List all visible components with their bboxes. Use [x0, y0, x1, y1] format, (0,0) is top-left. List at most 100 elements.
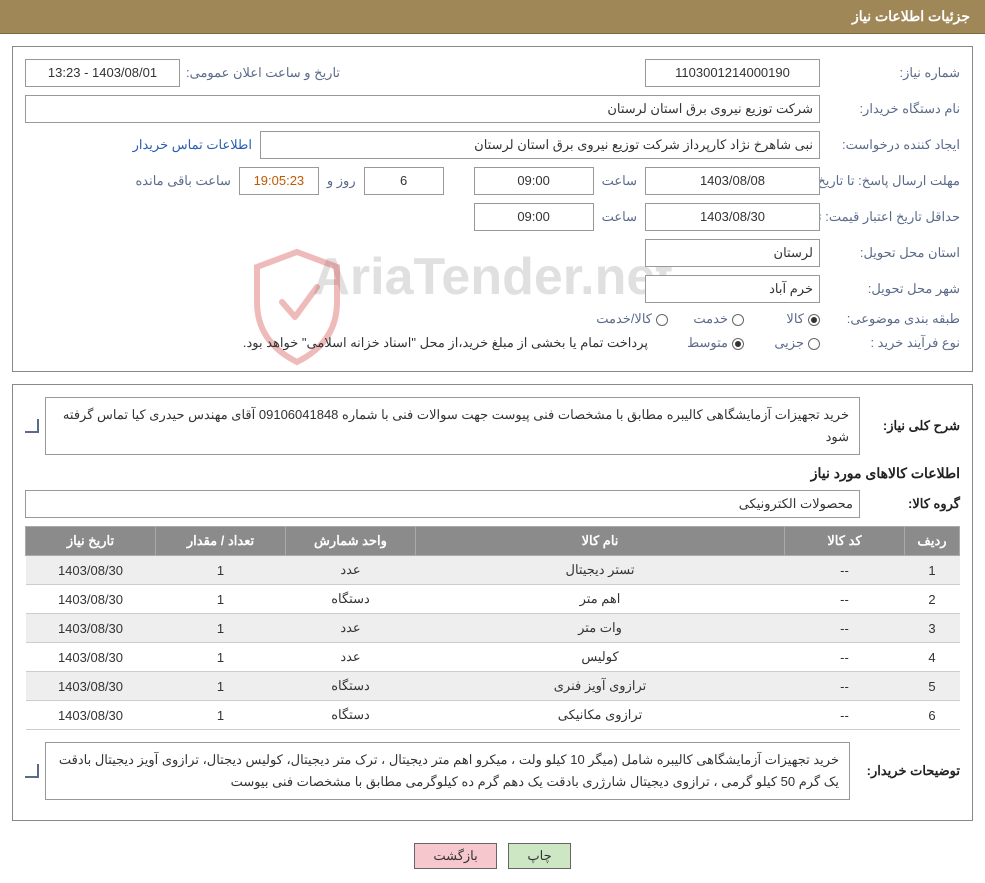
- city-label: شهر محل تحویل:: [820, 281, 960, 297]
- buyer-note-label: توضیحات خریدار:: [850, 763, 960, 779]
- buyer-note-value: خرید تجهیزات آزمایشگاهی کالیبره شامل (می…: [45, 742, 850, 800]
- back-button[interactable]: بازگشت: [414, 843, 496, 869]
- requester-value: نبی شاهرخ نژاد کارپرداز شرکت توزیع نیروی…: [260, 131, 820, 159]
- province-value: لرستان: [645, 239, 820, 267]
- validity-time: 09:00: [474, 203, 594, 231]
- table-cell: 4: [905, 643, 960, 672]
- table-cell: ترازوی مکانیکی: [416, 701, 785, 730]
- table-cell: 1403/08/30: [26, 672, 156, 701]
- table-cell: 1: [156, 585, 286, 614]
- table-row: 6--ترازوی مکانیکیدستگاه11403/08/30: [26, 701, 960, 730]
- buyer-value: شرکت توزیع نیروی برق استان لرستان: [25, 95, 820, 123]
- summary-label: شرح کلی نیاز:: [860, 418, 960, 434]
- contact-link[interactable]: اطلاعات تماس خریدار: [133, 137, 260, 153]
- countdown-value: 19:05:23: [239, 167, 319, 195]
- time-label-2: ساعت: [594, 209, 645, 225]
- response-deadline-label: مهلت ارسال پاسخ: تا تاریخ:: [820, 173, 960, 190]
- table-cell: --: [785, 585, 905, 614]
- table-cell: 1: [156, 614, 286, 643]
- table-cell: 5: [905, 672, 960, 701]
- process-label: نوع فرآیند خرید :: [820, 335, 960, 351]
- table-cell: ترازوی آویز فنری: [416, 672, 785, 701]
- table-cell: عدد: [286, 556, 416, 585]
- need-no-label: شماره نیاز:: [820, 65, 960, 81]
- page-header: جزئیات اطلاعات نیاز: [0, 0, 985, 34]
- radio-goods-label: کالا: [744, 311, 804, 327]
- table-cell: 1403/08/30: [26, 643, 156, 672]
- need-no-value: 1103001214000190: [645, 59, 820, 87]
- radio-service[interactable]: [728, 312, 744, 327]
- details-panel: شرح کلی نیاز: خرید تجهیزات آزمایشگاهی کا…: [12, 384, 973, 821]
- resize-icon: [25, 419, 39, 433]
- th-unit: واحد شمارش: [286, 527, 416, 556]
- group-value: محصولات الکترونیکی: [25, 490, 860, 518]
- resize-icon-2: [25, 764, 39, 778]
- radio-both-label: کالا/خدمت: [590, 311, 652, 327]
- table-cell: کولیس: [416, 643, 785, 672]
- th-code: کد کالا: [785, 527, 905, 556]
- radio-service-label: خدمت: [668, 311, 728, 327]
- radio-medium[interactable]: [728, 336, 744, 351]
- print-button[interactable]: چاپ: [508, 843, 570, 869]
- province-label: استان محل تحویل:: [820, 245, 960, 261]
- category-label: طبقه بندی موضوعی:: [820, 311, 960, 327]
- response-date: 1403/08/08: [645, 167, 820, 195]
- table-cell: وات متر: [416, 614, 785, 643]
- table-cell: --: [785, 643, 905, 672]
- table-cell: 1: [156, 701, 286, 730]
- city-value: خرم آباد: [645, 275, 820, 303]
- table-row: 1--تستر دیجیتالعدد11403/08/30: [26, 556, 960, 585]
- announce-value: 1403/08/01 - 13:23: [25, 59, 180, 87]
- table-cell: عدد: [286, 643, 416, 672]
- items-title: اطلاعات کالاهای مورد نیاز: [25, 465, 960, 482]
- table-cell: --: [785, 672, 905, 701]
- radio-medium-label: متوسط: [658, 335, 728, 351]
- days-value: 6: [364, 167, 444, 195]
- table-row: 4--کولیسعدد11403/08/30: [26, 643, 960, 672]
- time-label-1: ساعت: [594, 173, 645, 189]
- table-cell: --: [785, 614, 905, 643]
- th-date: تاریخ نیاز: [26, 527, 156, 556]
- days-label: روز و: [319, 173, 364, 189]
- table-cell: 3: [905, 614, 960, 643]
- table-row: 5--ترازوی آویز فنریدستگاه11403/08/30: [26, 672, 960, 701]
- response-time: 09:00: [474, 167, 594, 195]
- table-cell: دستگاه: [286, 701, 416, 730]
- group-label: گروه کالا:: [860, 496, 960, 512]
- radio-goods[interactable]: [804, 312, 820, 327]
- process-note: پرداخت تمام یا بخشی از مبلغ خرید،از محل …: [243, 335, 658, 351]
- announce-label: تاریخ و ساعت اعلان عمومی:: [180, 65, 340, 81]
- radio-partial-label: جزیی: [744, 335, 804, 351]
- table-cell: --: [785, 701, 905, 730]
- table-cell: دستگاه: [286, 672, 416, 701]
- table-cell: 6: [905, 701, 960, 730]
- table-cell: 1403/08/30: [26, 614, 156, 643]
- table-cell: 1: [156, 643, 286, 672]
- radio-both[interactable]: [652, 312, 668, 327]
- items-table: ردیف کد کالا نام کالا واحد شمارش تعداد /…: [25, 526, 960, 730]
- table-cell: 1: [156, 672, 286, 701]
- remain-label: ساعت باقی مانده: [129, 173, 238, 189]
- table-cell: 1: [905, 556, 960, 585]
- table-cell: 1403/08/30: [26, 585, 156, 614]
- buyer-label: نام دستگاه خریدار:: [820, 101, 960, 117]
- table-row: 3--وات مترعدد11403/08/30: [26, 614, 960, 643]
- th-qty: تعداد / مقدار: [156, 527, 286, 556]
- th-row: ردیف: [905, 527, 960, 556]
- table-cell: --: [785, 556, 905, 585]
- button-row: چاپ بازگشت: [0, 833, 985, 883]
- validity-date: 1403/08/30: [645, 203, 820, 231]
- table-cell: 2: [905, 585, 960, 614]
- requester-label: ایجاد کننده درخواست:: [820, 137, 960, 153]
- table-cell: 1403/08/30: [26, 701, 156, 730]
- table-row: 2--اهم متردستگاه11403/08/30: [26, 585, 960, 614]
- table-cell: دستگاه: [286, 585, 416, 614]
- info-panel: AriaTender.net شماره نیاز: 1103001214000…: [12, 46, 973, 372]
- summary-value: خرید تجهیزات آزمایشگاهی کالیبره مطابق با…: [45, 397, 860, 455]
- table-cell: اهم متر: [416, 585, 785, 614]
- th-name: نام کالا: [416, 527, 785, 556]
- table-cell: 1: [156, 556, 286, 585]
- table-cell: 1403/08/30: [26, 556, 156, 585]
- page-title: جزئیات اطلاعات نیاز: [852, 8, 970, 24]
- radio-partial[interactable]: [804, 336, 820, 351]
